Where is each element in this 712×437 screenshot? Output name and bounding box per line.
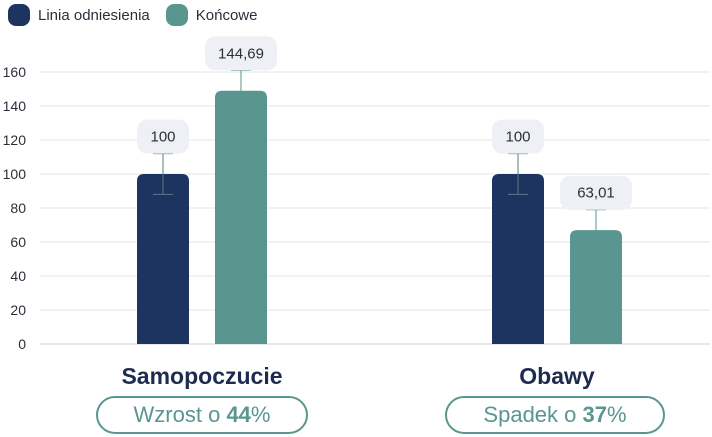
legend-label-baseline: Linia odniesienia [38, 6, 150, 24]
y-tick-label: 140 [3, 98, 27, 114]
legend-swatch-final [165, 4, 188, 26]
category-label: Samopoczucie [121, 363, 282, 389]
bar [137, 174, 189, 344]
value-label: 63,01 [577, 185, 615, 202]
summary-suffix: % [607, 402, 627, 427]
legend-item-final: Końcowe [165, 4, 258, 26]
summary-badge-wellbeing: Wzrost o 44% [96, 396, 308, 434]
value-label-bubble [205, 36, 277, 71]
legend-swatch-baseline [8, 4, 30, 26]
category-label: Obawy [519, 363, 595, 389]
summary-value: 44 [226, 402, 251, 427]
bar [492, 174, 544, 344]
summary-prefix: Spadek o [483, 402, 577, 427]
legend-label-final: Końcowe [195, 6, 258, 24]
bar [215, 90, 267, 344]
y-tick-label: 40 [10, 268, 26, 284]
y-tick-label: 0 [18, 336, 26, 352]
value-label: 100 [505, 129, 530, 146]
bar [570, 230, 622, 344]
value-label: 100 [150, 129, 175, 146]
y-tick-label: 100 [3, 166, 27, 182]
y-tick-label: 160 [3, 64, 27, 80]
value-label: 144,69 [218, 45, 264, 62]
value-label-bubble [560, 175, 632, 210]
legend-item-baseline: Linia odniesienia [8, 4, 150, 26]
value-label-bubble [137, 119, 189, 154]
y-tick-label: 20 [10, 302, 26, 318]
y-tick-label: 80 [10, 200, 26, 216]
y-tick-label: 120 [3, 132, 27, 148]
summary-value: 37 [582, 402, 607, 427]
value-label-bubble [492, 119, 544, 154]
y-tick-label: 60 [10, 234, 26, 250]
summary-badge-concerns: Spadek o 37% [445, 396, 665, 434]
summary-suffix: % [250, 402, 271, 427]
summary-prefix: Wzrost o [133, 402, 221, 427]
legend: Linia odniesienia Końcowe [8, 4, 257, 26]
